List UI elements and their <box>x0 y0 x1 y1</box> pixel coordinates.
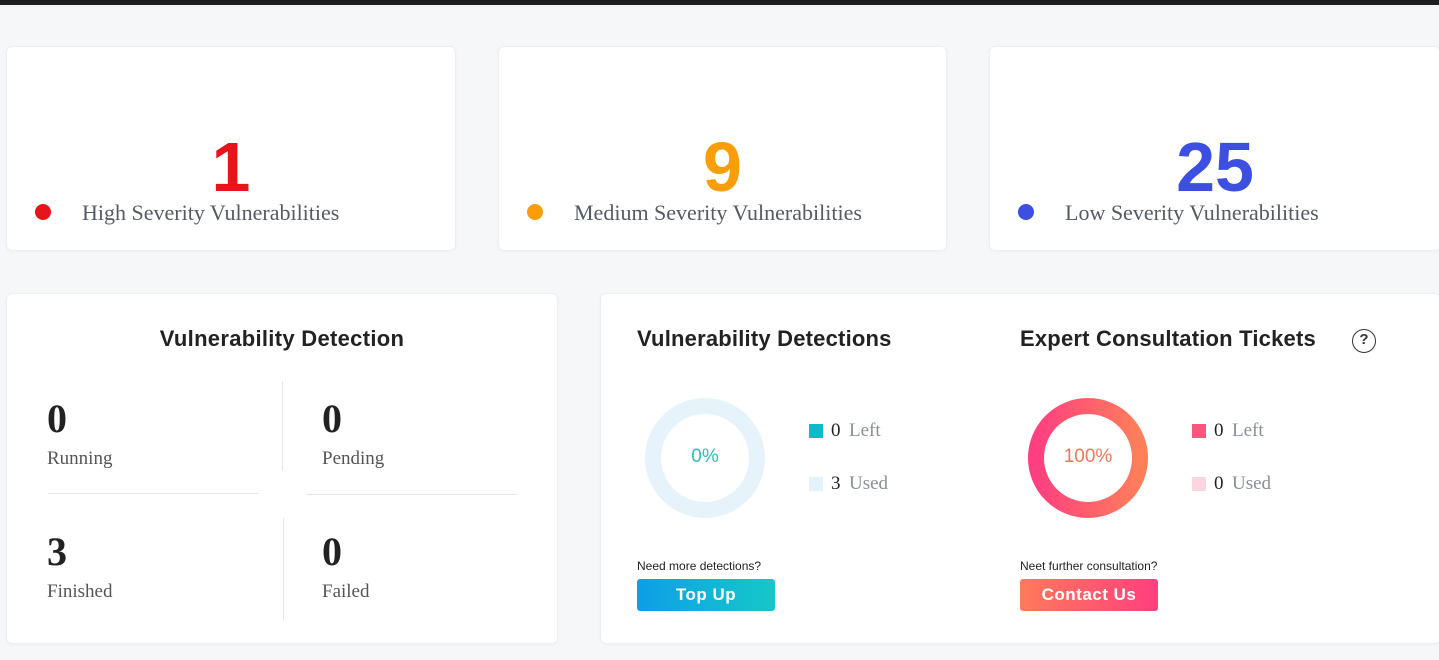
detections-percent: 0% <box>691 446 719 467</box>
legend-left-swatch-icon <box>809 424 823 438</box>
vulnerability-detection-card: Vulnerability Detection 0 Running 0 Pend… <box>6 293 558 644</box>
detections-left-count: 0 <box>831 420 841 441</box>
high-severity-card[interactable]: 1 High Severity Vulnerabilities <box>6 46 456 251</box>
divider-horizontal-right <box>306 494 517 495</box>
legend-used-swatch-icon <box>1192 477 1206 491</box>
consultation-donut-arc <box>1028 398 1148 518</box>
detections-used-count: 3 <box>831 473 841 494</box>
detection-title: Vulnerability Detection <box>159 326 405 351</box>
low-severity-count: 25 <box>1176 128 1254 206</box>
low-severity-label: Low Severity Vulnerabilities <box>1065 200 1319 225</box>
consultation-title: Expert Consultation Tickets <box>1020 326 1316 351</box>
consultation-percent: 100% <box>1063 446 1113 467</box>
detections-hint: Need more detections? <box>637 559 762 573</box>
consultation-used-count: 0 <box>1214 473 1224 494</box>
legend-used-swatch-icon <box>809 477 823 491</box>
divider-vertical-top <box>282 381 283 471</box>
failed-label: Failed <box>322 581 370 602</box>
detections-donut-chart <box>645 398 765 518</box>
medium-severity-count: 9 <box>703 128 742 206</box>
low-severity-dot-icon <box>1018 204 1034 220</box>
pending-label: Pending <box>322 448 385 469</box>
detections-used-label: Used <box>849 473 889 494</box>
resources-card: Vulnerability Detections 0% 0 Left 3 Use… <box>600 293 1439 644</box>
finished-count: 3 <box>47 529 67 574</box>
high-severity-label: High Severity Vulnerabilities <box>82 200 340 225</box>
detections-left-label: Left <box>849 420 881 441</box>
pending-count: 0 <box>322 396 342 441</box>
low-severity-card[interactable]: 25 Low Severity Vulnerabilities <box>989 46 1439 251</box>
question-circle-icon[interactable]: ? <box>1352 329 1376 353</box>
consultation-hint: Neet further consultation? <box>1020 559 1158 573</box>
consultation-left-count: 0 <box>1214 420 1224 441</box>
running-count: 0 <box>47 396 67 441</box>
top-bar <box>0 0 1439 5</box>
contact-us-button[interactable]: Contact Us <box>1020 579 1158 611</box>
medium-severity-dot-icon <box>527 204 543 220</box>
consultation-donut-chart <box>1028 398 1148 518</box>
top-up-button[interactable]: Top Up <box>637 579 775 611</box>
running-label: Running <box>47 448 113 469</box>
medium-severity-card[interactable]: 9 Medium Severity Vulnerabilities <box>498 46 947 251</box>
consultation-used-label: Used <box>1232 473 1272 494</box>
detections-quota-title: Vulnerability Detections <box>637 326 892 351</box>
detections-donut-track <box>645 398 765 518</box>
divider-horizontal-left <box>48 493 259 494</box>
legend-left-swatch-icon <box>1192 424 1206 438</box>
consultation-left-label: Left <box>1232 420 1264 441</box>
medium-severity-label: Medium Severity Vulnerabilities <box>574 200 862 225</box>
finished-label: Finished <box>47 581 113 602</box>
divider-vertical-bottom <box>283 518 284 620</box>
high-severity-count: 1 <box>211 128 251 206</box>
failed-count: 0 <box>322 529 342 574</box>
high-severity-dot-icon <box>35 204 51 220</box>
